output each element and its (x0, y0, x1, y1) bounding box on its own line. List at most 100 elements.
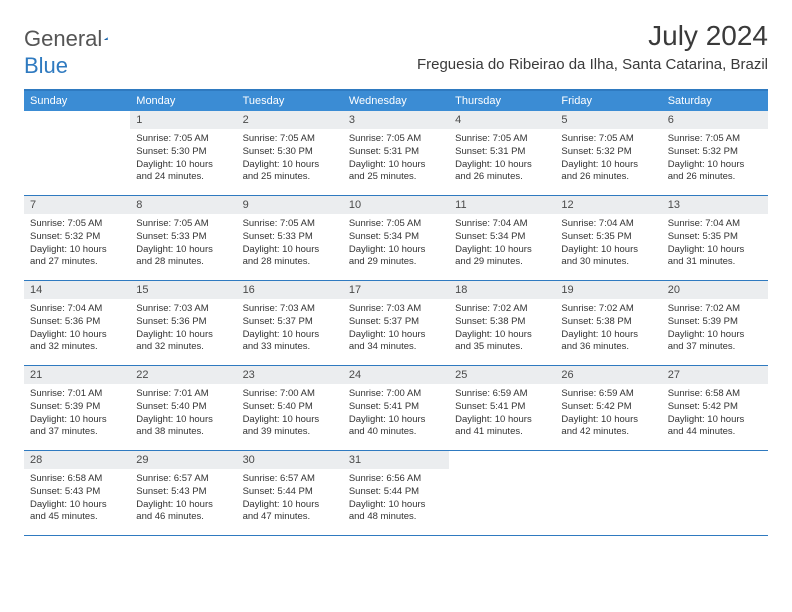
daylight2-text: and 41 minutes. (455, 426, 549, 439)
daylight2-text: and 38 minutes. (136, 426, 230, 439)
sunset-text: Sunset: 5:38 PM (561, 316, 655, 329)
daylight2-text: and 26 minutes. (455, 171, 549, 184)
day-info: Sunrise: 7:04 AMSunset: 5:36 PMDaylight:… (24, 299, 130, 360)
day-info: Sunrise: 7:03 AMSunset: 5:36 PMDaylight:… (130, 299, 236, 360)
daylight1-text: Daylight: 10 hours (30, 499, 124, 512)
day-number: 3 (343, 111, 449, 129)
daylight1-text: Daylight: 10 hours (30, 414, 124, 427)
day-cell: 22Sunrise: 7:01 AMSunset: 5:40 PMDayligh… (130, 366, 236, 450)
day-number: 26 (555, 366, 661, 384)
daylight1-text: Daylight: 10 hours (349, 499, 443, 512)
sunset-text: Sunset: 5:36 PM (136, 316, 230, 329)
day-info: Sunrise: 7:05 AMSunset: 5:31 PMDaylight:… (343, 129, 449, 190)
day-info: Sunrise: 7:02 AMSunset: 5:39 PMDaylight:… (662, 299, 768, 360)
sunrise-text: Sunrise: 7:05 AM (243, 133, 337, 146)
daylight2-text: and 46 minutes. (136, 511, 230, 524)
daylight1-text: Daylight: 10 hours (349, 244, 443, 257)
day-info: Sunrise: 6:57 AMSunset: 5:43 PMDaylight:… (130, 469, 236, 530)
day-header: Saturday (662, 91, 768, 111)
daylight1-text: Daylight: 10 hours (30, 329, 124, 342)
sunrise-text: Sunrise: 7:00 AM (243, 388, 337, 401)
day-header: Sunday (24, 91, 130, 111)
sunset-text: Sunset: 5:30 PM (136, 146, 230, 159)
daylight2-text: and 34 minutes. (349, 341, 443, 354)
sunset-text: Sunset: 5:43 PM (136, 486, 230, 499)
sunrise-text: Sunrise: 7:04 AM (455, 218, 549, 231)
day-header: Tuesday (237, 91, 343, 111)
sunrise-text: Sunrise: 7:00 AM (349, 388, 443, 401)
day-cell: 19Sunrise: 7:02 AMSunset: 5:38 PMDayligh… (555, 281, 661, 365)
daylight2-text: and 48 minutes. (349, 511, 443, 524)
daylight1-text: Daylight: 10 hours (561, 159, 655, 172)
day-header: Monday (130, 91, 236, 111)
sunrise-text: Sunrise: 7:02 AM (668, 303, 762, 316)
day-cell: 30Sunrise: 6:57 AMSunset: 5:44 PMDayligh… (237, 451, 343, 535)
calendar-page: General July 2024 Freguesia do Ribeirao … (0, 0, 792, 552)
daylight2-text: and 37 minutes. (30, 426, 124, 439)
day-number: 13 (662, 196, 768, 214)
daylight2-text: and 28 minutes. (243, 256, 337, 269)
daylight1-text: Daylight: 10 hours (561, 244, 655, 257)
day-cell: 24Sunrise: 7:00 AMSunset: 5:41 PMDayligh… (343, 366, 449, 450)
daylight1-text: Daylight: 10 hours (136, 159, 230, 172)
day-cell: 17Sunrise: 7:03 AMSunset: 5:37 PMDayligh… (343, 281, 449, 365)
day-number: 4 (449, 111, 555, 129)
sunset-text: Sunset: 5:34 PM (349, 231, 443, 244)
sunrise-text: Sunrise: 7:05 AM (349, 218, 443, 231)
day-number: 21 (24, 366, 130, 384)
sunrise-text: Sunrise: 7:05 AM (668, 133, 762, 146)
sunrise-text: Sunrise: 7:05 AM (243, 218, 337, 231)
sunrise-text: Sunrise: 6:57 AM (243, 473, 337, 486)
day-cell: 25Sunrise: 6:59 AMSunset: 5:41 PMDayligh… (449, 366, 555, 450)
day-number: 31 (343, 451, 449, 469)
sunset-text: Sunset: 5:30 PM (243, 146, 337, 159)
sunset-text: Sunset: 5:32 PM (668, 146, 762, 159)
sunrise-text: Sunrise: 7:05 AM (349, 133, 443, 146)
day-header-row: Sunday Monday Tuesday Wednesday Thursday… (24, 91, 768, 111)
daylight2-text: and 33 minutes. (243, 341, 337, 354)
day-info: Sunrise: 7:01 AMSunset: 5:40 PMDaylight:… (130, 384, 236, 445)
sunset-text: Sunset: 5:36 PM (30, 316, 124, 329)
daylight2-text: and 29 minutes. (455, 256, 549, 269)
sunrise-text: Sunrise: 7:05 AM (455, 133, 549, 146)
daylight2-text: and 26 minutes. (668, 171, 762, 184)
day-cell: 28Sunrise: 6:58 AMSunset: 5:43 PMDayligh… (24, 451, 130, 535)
daylight1-text: Daylight: 10 hours (243, 329, 337, 342)
sunrise-text: Sunrise: 7:03 AM (136, 303, 230, 316)
daylight1-text: Daylight: 10 hours (136, 244, 230, 257)
day-cell: 21Sunrise: 7:01 AMSunset: 5:39 PMDayligh… (24, 366, 130, 450)
daylight2-text: and 32 minutes. (136, 341, 230, 354)
day-info: Sunrise: 7:02 AMSunset: 5:38 PMDaylight:… (449, 299, 555, 360)
daylight1-text: Daylight: 10 hours (136, 499, 230, 512)
day-info: Sunrise: 7:05 AMSunset: 5:34 PMDaylight:… (343, 214, 449, 275)
daylight2-text: and 35 minutes. (455, 341, 549, 354)
day-info: Sunrise: 7:05 AMSunset: 5:32 PMDaylight:… (24, 214, 130, 275)
daylight1-text: Daylight: 10 hours (243, 414, 337, 427)
daylight1-text: Daylight: 10 hours (561, 414, 655, 427)
day-cell: 18Sunrise: 7:02 AMSunset: 5:38 PMDayligh… (449, 281, 555, 365)
day-cell: 10Sunrise: 7:05 AMSunset: 5:34 PMDayligh… (343, 196, 449, 280)
sunset-text: Sunset: 5:44 PM (349, 486, 443, 499)
sunset-text: Sunset: 5:31 PM (455, 146, 549, 159)
daylight2-text: and 45 minutes. (30, 511, 124, 524)
day-number: 20 (662, 281, 768, 299)
sunrise-text: Sunrise: 7:03 AM (349, 303, 443, 316)
daylight1-text: Daylight: 10 hours (349, 329, 443, 342)
day-info: Sunrise: 7:04 AMSunset: 5:35 PMDaylight:… (555, 214, 661, 275)
day-cell: 15Sunrise: 7:03 AMSunset: 5:36 PMDayligh… (130, 281, 236, 365)
daylight2-text: and 40 minutes. (349, 426, 443, 439)
day-cell: 5Sunrise: 7:05 AMSunset: 5:32 PMDaylight… (555, 111, 661, 195)
day-number: 28 (24, 451, 130, 469)
daylight1-text: Daylight: 10 hours (455, 329, 549, 342)
daylight1-text: Daylight: 10 hours (243, 159, 337, 172)
day-cell (662, 451, 768, 535)
day-cell: 16Sunrise: 7:03 AMSunset: 5:37 PMDayligh… (237, 281, 343, 365)
daylight2-text: and 25 minutes. (349, 171, 443, 184)
sunrise-text: Sunrise: 7:01 AM (30, 388, 124, 401)
sunset-text: Sunset: 5:35 PM (668, 231, 762, 244)
sunset-text: Sunset: 5:40 PM (243, 401, 337, 414)
daylight2-text: and 27 minutes. (30, 256, 124, 269)
sunset-text: Sunset: 5:33 PM (136, 231, 230, 244)
day-number: 17 (343, 281, 449, 299)
day-cell: 9Sunrise: 7:05 AMSunset: 5:33 PMDaylight… (237, 196, 343, 280)
